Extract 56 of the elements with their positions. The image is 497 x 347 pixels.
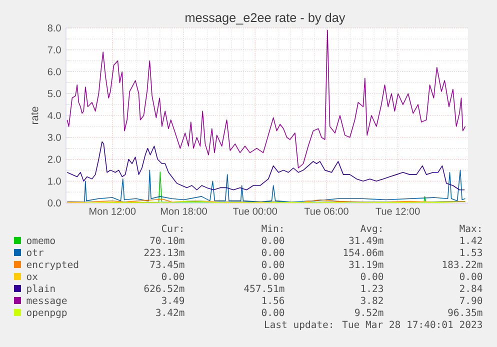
text: Cur: [162, 224, 182, 232]
text: Last update: Tue Mar 28 17:40:01 2023 [264, 320, 482, 330]
x-tick-label: Mon 18:00 [160, 208, 207, 215]
text: Min: [262, 224, 282, 232]
text: 3.82 [360, 296, 383, 304]
x-tick-label: Tue 06:00 [304, 208, 348, 215]
y-tick-label: 6.0 [48, 68, 61, 76]
y-tick-label: 5.0 [48, 90, 61, 98]
text: 0.00 [360, 272, 384, 280]
text: 1.23 [361, 284, 383, 292]
legend-label: otr [26, 249, 44, 256]
text: 73.45m [150, 260, 184, 268]
y-tick-label: 3.0 [48, 134, 61, 141]
text: 154.06m [344, 248, 384, 256]
legend-label: ox [26, 274, 38, 280]
y-tick-label: 2.0 [48, 156, 61, 163]
x-tick-label: Mon 12:00 [90, 208, 136, 215]
text: 0.00 [262, 272, 284, 280]
text: 9.52m [355, 308, 384, 316]
text: 3.49 [162, 296, 184, 304]
text: 1.42 [460, 236, 482, 244]
text: 31.19m [349, 260, 384, 268]
text: 1.53 [460, 248, 482, 256]
legend-label: omemo [26, 238, 55, 244]
y-tick-label: 4.0 [48, 112, 61, 120]
y-tick-label: 1.0 [48, 178, 61, 185]
text: 7.90 [460, 296, 482, 304]
text: 223.13m [144, 248, 184, 256]
text: Avg: [360, 224, 382, 234]
legend-label: encrypted [26, 260, 78, 270]
text: 96.35m [448, 308, 482, 316]
text: 457.51m [244, 284, 284, 292]
y-tick-label: 0.0 [48, 199, 61, 207]
text: 626.52m [144, 284, 184, 292]
text: 0.00 [262, 308, 284, 316]
text: 2.84 [460, 284, 482, 292]
x-tick-label: Tue 00:00 [233, 208, 278, 215]
x-tick-label: Tue 12:00 [376, 208, 420, 215]
text: 3.42m [156, 308, 184, 316]
legend-label: message [26, 298, 67, 306]
y-axis-title: rate [31, 106, 38, 124]
y-tick-label: 8.0 [48, 24, 61, 32]
text: 70.10m [150, 236, 184, 244]
y-tick-label: 7.0 [48, 46, 61, 54]
text: 0.00 [162, 272, 184, 280]
text: 0.00 [460, 272, 482, 280]
legend-label: plain [27, 284, 55, 294]
text: 1.56 [262, 296, 284, 304]
legend-label: openpgp [26, 310, 67, 318]
chart-title: message_e2ee rate - by day [186, 12, 346, 25]
text: 0.00 [262, 260, 284, 268]
text: Max: [460, 224, 480, 232]
text: 0.00 [262, 236, 284, 244]
text: 31.49m [349, 236, 384, 244]
text: 0.00 [262, 248, 284, 256]
text: 183.22m [442, 260, 482, 268]
